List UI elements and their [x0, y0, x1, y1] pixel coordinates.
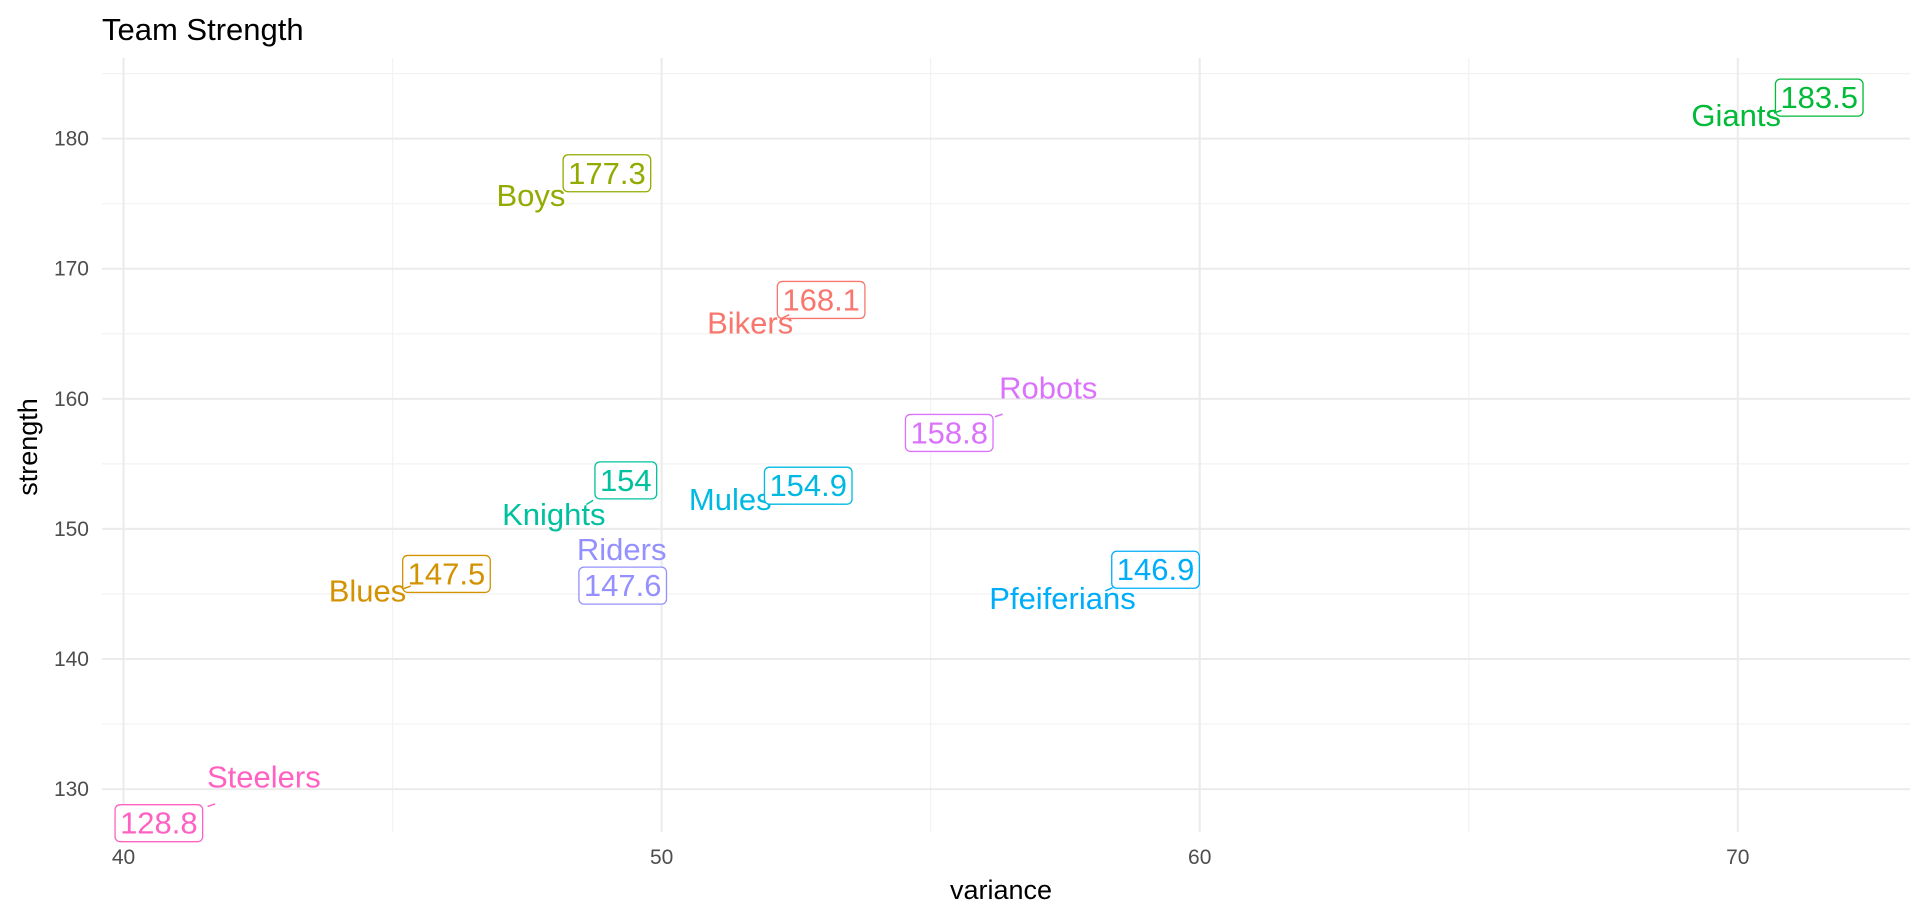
- y-tick-label: 140: [54, 648, 89, 671]
- y-tick-label: 160: [54, 388, 89, 411]
- value-box-pfeiferians: [1111, 550, 1200, 589]
- connector-steelers: [207, 803, 216, 808]
- value-box-blues: [402, 554, 491, 594]
- grid: [102, 58, 1910, 832]
- value-label-steelers: 128.8: [120, 806, 198, 841]
- team-label-giants: Giants: [1691, 98, 1781, 133]
- y-axis-ticks: 130 140 150 160 170 180: [54, 128, 89, 801]
- value-label-giants: 183.5: [1780, 80, 1858, 115]
- connector-knights: [586, 499, 594, 506]
- value-label-blues: 147.5: [408, 556, 486, 591]
- value-box-bikers: [776, 280, 866, 320]
- x-axis-title: variance: [950, 875, 1052, 905]
- connector-blues: [402, 585, 411, 590]
- value-box-giants: [1774, 78, 1864, 117]
- team-label-riders: Riders: [577, 532, 667, 567]
- value-box-robots: [904, 413, 994, 453]
- value-label-riders: 147.6: [584, 568, 662, 603]
- y-tick-label: 170: [54, 258, 89, 281]
- x-tick-label: 70: [1726, 846, 1749, 869]
- value-box-steelers: [114, 804, 204, 843]
- point-steelers: Steelers 128.8: [114, 760, 321, 843]
- y-axis-title: strength: [13, 398, 43, 496]
- value-label-boys: 177.3: [568, 156, 646, 191]
- team-label-boys: Boys: [496, 178, 565, 213]
- connector-bikers: [781, 314, 790, 319]
- y-tick-label: 130: [54, 778, 89, 801]
- x-tick-label: 60: [1188, 846, 1211, 869]
- value-label-knights: 154: [600, 463, 652, 498]
- y-tick-label: 180: [54, 128, 89, 151]
- value-label-pfeiferians: 146.9: [1117, 552, 1195, 587]
- connector-giants: [1773, 109, 1782, 114]
- value-label-mules: 154.9: [769, 468, 847, 503]
- connector-pfeiferians: [1105, 586, 1113, 592]
- team-label-steelers: Steelers: [207, 760, 321, 795]
- team-label-blues: Blues: [329, 573, 407, 608]
- x-axis-ticks: 40 50 60 70: [112, 846, 1750, 869]
- value-box-boys: [562, 154, 652, 193]
- x-tick-label: 50: [650, 846, 673, 869]
- value-box-riders: [578, 566, 668, 605]
- value-box-mules: [763, 466, 853, 505]
- value-box-knights: [594, 461, 658, 500]
- team-label-mules: Mules: [689, 482, 772, 517]
- point-blues: Blues 147.5: [329, 554, 491, 608]
- point-robots: Robots 158.8: [904, 370, 1097, 453]
- chart-title: Team Strength: [102, 12, 304, 47]
- x-tick-label: 40: [112, 846, 135, 869]
- team-label-pfeiferians: Pfeiferians: [989, 581, 1135, 616]
- value-label-bikers: 168.1: [782, 282, 860, 317]
- connector-robots: [994, 413, 1003, 418]
- value-label-robots: 158.8: [910, 415, 988, 450]
- y-tick-label: 150: [54, 518, 89, 541]
- team-label-robots: Robots: [999, 370, 1097, 405]
